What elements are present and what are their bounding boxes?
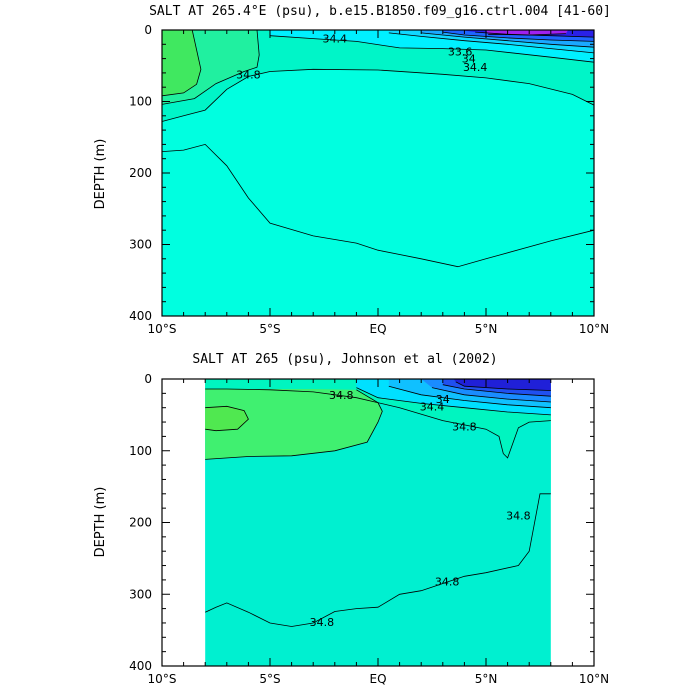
contour-label: 34.8 bbox=[452, 420, 477, 433]
contour-line-4 bbox=[269, 35, 595, 63]
y-axis-label: DEPTH (m) bbox=[93, 487, 108, 558]
contour-line-0 bbox=[161, 143, 595, 268]
axes: 10°S 5°S EQ 5°N 10°N 0 100 200 300 400 bbox=[129, 372, 609, 686]
y-tick-label: 300 bbox=[129, 238, 152, 252]
contour-line-1 bbox=[161, 68, 595, 122]
panel-title: SALT AT 265.4°E (psu), b.e15.B1850.f09_g… bbox=[149, 4, 611, 19]
salinity-band-0 bbox=[162, 30, 594, 267]
y-tick-label: 100 bbox=[129, 444, 152, 458]
x-tick-label: 10°S bbox=[148, 322, 177, 336]
contour-line-8 bbox=[455, 381, 551, 391]
contour-line-2 bbox=[205, 389, 383, 460]
salinity-band-1 bbox=[162, 30, 594, 122]
contour-lines bbox=[161, 29, 595, 268]
x-tick-label: EQ bbox=[369, 322, 386, 336]
salinity-band-3 bbox=[205, 406, 249, 431]
contour-line-7 bbox=[442, 31, 595, 42]
salinity-fill bbox=[162, 30, 594, 316]
contour-label: 34.4 bbox=[463, 61, 488, 74]
contour-label: 34.4 bbox=[323, 33, 348, 46]
x-tick-label: 10°N bbox=[579, 322, 609, 336]
contour-line-5 bbox=[388, 32, 595, 54]
y-tick-label: 100 bbox=[129, 95, 152, 109]
x-tick-label: 5°S bbox=[259, 672, 280, 686]
contour-line-3 bbox=[161, 29, 202, 97]
axes: 10°S 5°S EQ 5°N 10°N 0 100 200 300 400 bbox=[129, 23, 609, 336]
contour-label: 34 bbox=[436, 393, 450, 406]
salinity-band-3 bbox=[162, 30, 201, 96]
y-tick-label: 400 bbox=[129, 659, 152, 673]
contour-line-3 bbox=[205, 405, 249, 432]
contour-label: 34.8 bbox=[236, 68, 261, 81]
contour-label: 34.4 bbox=[420, 400, 445, 413]
x-tick-label: EQ bbox=[369, 672, 386, 686]
contour-line-9 bbox=[488, 33, 566, 36]
x-tick-label: 10°N bbox=[579, 672, 609, 686]
salinity-fill bbox=[205, 379, 551, 666]
x-tick-label: 5°S bbox=[259, 322, 280, 336]
x-tick-label: 5°N bbox=[475, 322, 498, 336]
contour-label: 34 bbox=[462, 53, 476, 66]
y-tick-label: 300 bbox=[129, 587, 152, 601]
contour-line-1 bbox=[205, 388, 551, 459]
contour-label: 33.6 bbox=[448, 45, 473, 58]
contour-lines bbox=[205, 381, 551, 627]
contour-label: 34.8 bbox=[506, 509, 531, 522]
y-tick-label: 200 bbox=[129, 166, 152, 180]
x-tick-label: 10°S bbox=[148, 672, 177, 686]
contour-label: 34.8 bbox=[435, 575, 460, 588]
y-tick-label: 200 bbox=[129, 516, 152, 530]
y-axis-label: DEPTH (m) bbox=[93, 139, 108, 210]
contour-label: 34.8 bbox=[310, 616, 335, 629]
contour-line-6 bbox=[431, 387, 551, 403]
contour-line-5 bbox=[388, 385, 551, 409]
contour-line-2 bbox=[161, 29, 260, 105]
contour-line-7 bbox=[442, 384, 551, 397]
salinity-band-9 bbox=[486, 30, 569, 35]
panel-title: SALT AT 265 (psu), Johnson et al (2002) bbox=[192, 352, 497, 367]
panel-model: SALT AT 265.4°E (psu), b.e15.B1850.f09_g… bbox=[93, 4, 611, 336]
contour-label: 34.8 bbox=[329, 389, 354, 402]
y-tick-label: 400 bbox=[129, 309, 152, 323]
contour-line-6 bbox=[421, 32, 595, 48]
contour-line-4 bbox=[356, 387, 551, 416]
panel-observations: SALT AT 265 (psu), Johnson et al (2002) … bbox=[93, 352, 609, 686]
y-tick-label: 0 bbox=[144, 23, 152, 37]
contour-line-0 bbox=[205, 493, 551, 627]
salinity-band-8 bbox=[453, 379, 551, 391]
y-tick-label: 0 bbox=[144, 372, 152, 386]
salinity-band-2 bbox=[205, 389, 383, 460]
x-tick-label: 5°N bbox=[475, 672, 498, 686]
